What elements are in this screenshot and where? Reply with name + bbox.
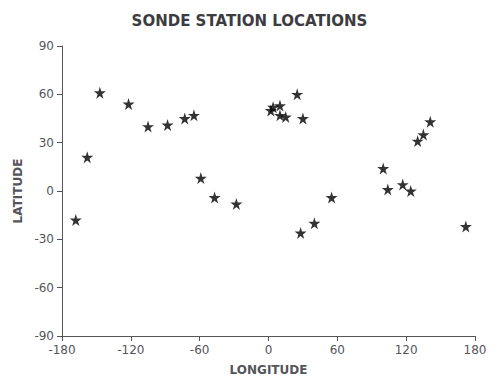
svg-text:60: 60 <box>330 343 345 357</box>
svg-text:60: 60 <box>39 87 54 101</box>
svg-text:-90: -90 <box>34 329 54 343</box>
svg-text:0: 0 <box>265 343 273 357</box>
svg-text:-120: -120 <box>117 343 144 357</box>
svg-text:-180: -180 <box>48 343 75 357</box>
svg-text:-60: -60 <box>34 281 54 295</box>
svg-text:120: 120 <box>395 343 418 357</box>
svg-text:180: 180 <box>464 343 487 357</box>
svg-text:90: 90 <box>39 39 54 53</box>
svg-text:SONDE STATION LOCATIONS: SONDE STATION LOCATIONS <box>132 12 368 30</box>
svg-text:-30: -30 <box>34 232 54 246</box>
svg-text:LATITUDE: LATITUDE <box>11 159 25 224</box>
svg-text:-60: -60 <box>190 343 210 357</box>
svg-text:0: 0 <box>46 184 54 198</box>
svg-text:LONGITUDE: LONGITUDE <box>230 363 308 377</box>
svg-text:30: 30 <box>39 136 54 150</box>
